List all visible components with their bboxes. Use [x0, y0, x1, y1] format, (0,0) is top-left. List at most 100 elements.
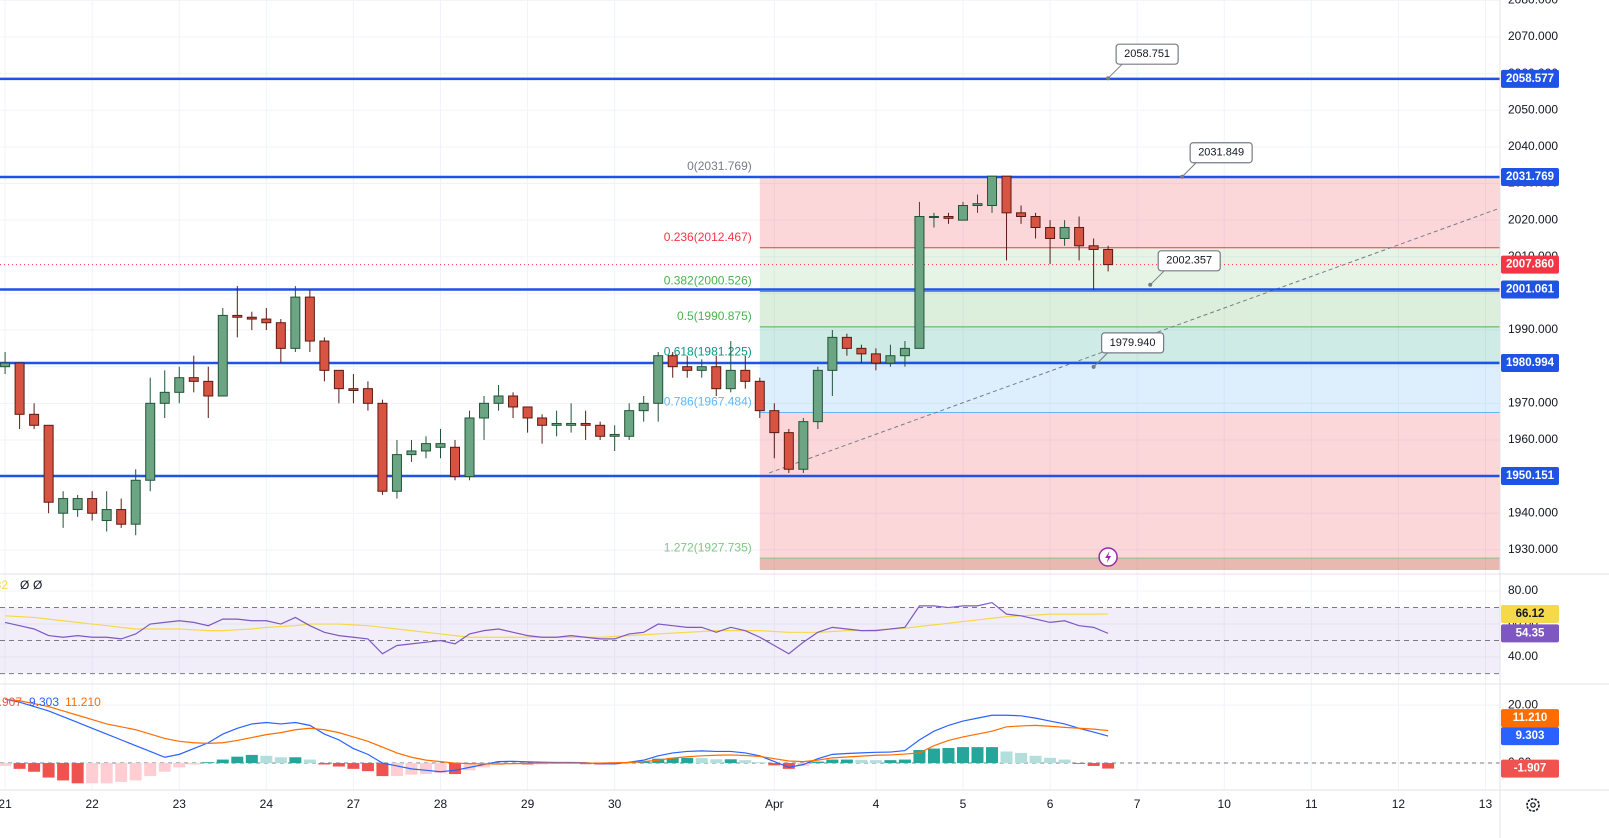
- x-tick-label: 13: [1479, 797, 1493, 811]
- candle-body: [696, 366, 707, 371]
- x-tick-label: 4: [873, 797, 880, 811]
- callout-box: [1101, 332, 1165, 354]
- candle-body: [667, 355, 678, 368]
- candle-body: [798, 421, 809, 470]
- y-tick-label: 40.00: [1508, 649, 1538, 663]
- histogram-bar: [463, 763, 476, 771]
- candle-body: [1030, 215, 1041, 228]
- candle-body: [450, 446, 461, 478]
- histogram-bar: [361, 763, 374, 772]
- x-tick-label: 29: [521, 797, 535, 811]
- candle-body: [319, 340, 330, 371]
- histogram-bar: [71, 763, 84, 784]
- histogram-bar: [782, 763, 795, 769]
- candle-body: [551, 422, 562, 426]
- histogram-bar: [245, 754, 258, 764]
- fib-label: 0(2031.769): [687, 159, 752, 173]
- histogram-bar: [869, 760, 882, 764]
- histogram-bar: [231, 756, 244, 764]
- indicator-legend: Ø: [33, 578, 42, 592]
- x-tick-label: 6: [1047, 797, 1054, 811]
- settings-gear: [1526, 798, 1540, 812]
- fib-label: 0.618(1981.225): [664, 344, 752, 358]
- candle-body: [406, 450, 417, 456]
- histogram-bar: [100, 763, 113, 784]
- settings-hub: [1530, 802, 1536, 808]
- histogram-bar: [1015, 752, 1028, 764]
- y-tick-label: 2070.000: [1508, 29, 1558, 43]
- candle-body: [725, 369, 736, 390]
- candle-body: [261, 318, 272, 324]
- histogram-bar: [216, 759, 229, 764]
- candle-body: [769, 410, 780, 434]
- histogram-bar: [536, 763, 549, 765]
- histogram-bar: [681, 757, 694, 764]
- callout-label: 2058.751: [1124, 48, 1170, 60]
- histogram-bar: [274, 757, 287, 764]
- histogram-bar: [956, 747, 969, 764]
- callout-pointer: [1107, 63, 1123, 79]
- histogram-bar: [724, 759, 737, 764]
- fib-zone: [759, 558, 1500, 570]
- histogram-bar: [42, 763, 55, 778]
- fib-zone: [759, 362, 1500, 413]
- candle-body: [580, 422, 591, 426]
- price-label-bg: [1501, 69, 1559, 88]
- candle-body: [1001, 175, 1012, 214]
- callout-anchor: [1180, 174, 1185, 179]
- fib-label: 1.272(1927.735): [664, 540, 752, 554]
- candle-body: [827, 336, 838, 371]
- histogram-bar: [971, 747, 984, 764]
- candle-body: [145, 402, 156, 481]
- histogram-bar: [652, 758, 665, 764]
- candle-body: [957, 205, 968, 221]
- histogram-bar: [318, 763, 331, 765]
- price-label: 2007.860: [1506, 259, 1554, 271]
- histogram-bar: [129, 763, 142, 781]
- candle-body: [1088, 245, 1099, 250]
- settings-button[interactable]: [1526, 798, 1540, 812]
- candle-body: [391, 454, 402, 492]
- price-label: 9.303: [1516, 730, 1545, 742]
- x-tick-label: 24: [260, 797, 274, 811]
- x-tick-label: 11: [1305, 797, 1318, 811]
- price-label: 2058.577: [1506, 73, 1554, 85]
- callout-pointer: [1093, 352, 1108, 368]
- histogram-bar: [710, 759, 723, 764]
- histogram-bar: [840, 759, 853, 764]
- callout-box: [1157, 250, 1221, 272]
- histogram-bar: [1058, 759, 1071, 764]
- callout-box: [1189, 142, 1253, 164]
- price-label-bg: [1501, 624, 1559, 643]
- price-label-bg: [1501, 168, 1559, 187]
- candle-body: [232, 314, 243, 318]
- callout-anchor: [1148, 282, 1153, 287]
- histogram-bar: [884, 760, 897, 764]
- candle-body: [566, 422, 577, 426]
- histogram-bar: [187, 763, 200, 765]
- fib-zone: [759, 247, 1500, 292]
- candle-body: [246, 316, 257, 320]
- x-tick-label: 23: [173, 797, 187, 811]
- candle-body: [116, 509, 127, 525]
- candle-body: [479, 402, 490, 419]
- histogram-bar: [202, 762, 215, 764]
- indicator-legend: 11.210: [65, 695, 101, 709]
- candle-body: [711, 366, 722, 390]
- histogram-bar: [753, 762, 766, 764]
- candle-body: [362, 388, 373, 404]
- histogram-bar: [898, 759, 911, 764]
- candle-body: [290, 296, 301, 349]
- histogram-bar: [1087, 763, 1100, 766]
- indicator-line: [4, 601, 1109, 655]
- x-tick-label: 12: [1392, 797, 1406, 811]
- price-label: 1950.151: [1506, 470, 1555, 482]
- candle-body: [928, 215, 939, 218]
- candle-body: [377, 402, 388, 492]
- candle-body: [1074, 226, 1085, 247]
- histogram-bar: [28, 763, 41, 772]
- y-tick-label: 20.00: [1508, 697, 1538, 711]
- indicator-legend: -1.907: [0, 695, 22, 709]
